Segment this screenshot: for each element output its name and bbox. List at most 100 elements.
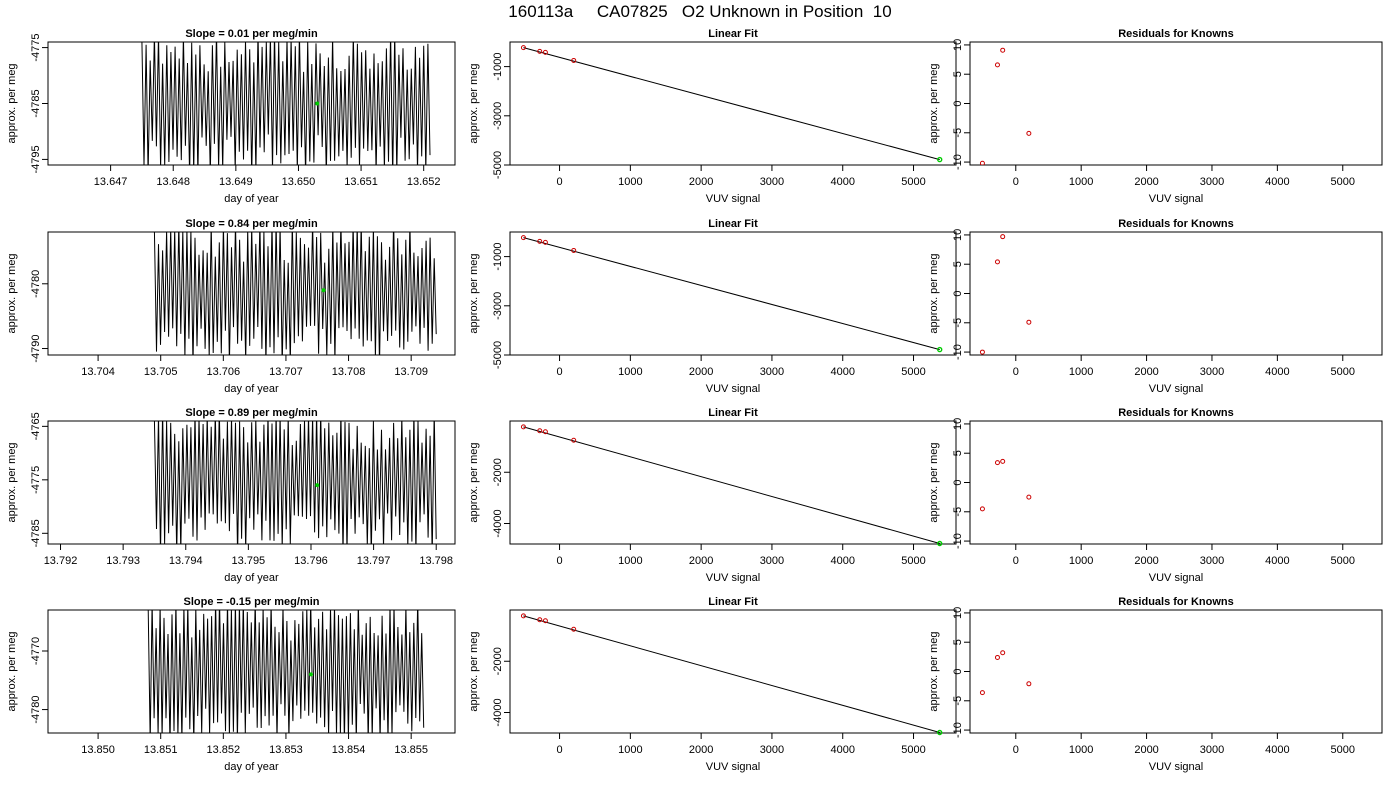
y-tick-label: -4785 xyxy=(30,89,42,117)
y-tick-label: -2000 xyxy=(492,647,504,675)
known-point xyxy=(542,429,548,435)
x-tick-label: 13.852 xyxy=(206,744,240,756)
y-tick-label: -4770 xyxy=(30,637,42,665)
y-tick-label: -4780 xyxy=(30,270,42,298)
x-tick-label: 1000 xyxy=(1069,744,1093,756)
x-tick-label: 13.854 xyxy=(332,744,366,756)
panel-1-1: Slope = 0.01 per meg/min 13.647 13.648 13.6… xyxy=(6,28,456,205)
y-tick-label: 10 xyxy=(952,229,964,241)
panel-2-2: Linear Fit 0 1000 2000 3000 4000 5000 -1000 -300… xyxy=(468,218,957,395)
y-axis-label: approx. per meg xyxy=(928,63,940,143)
panel-title: Slope = 0.84 per meg/min xyxy=(185,218,318,230)
x-axis-label: day of year xyxy=(224,193,279,205)
y-tick-label: -10 xyxy=(952,722,964,738)
panel-title: Residuals for Knowns xyxy=(1118,218,1234,230)
x-tick-label: 4000 xyxy=(1265,555,1289,567)
x-tick-label: 13.709 xyxy=(394,366,428,378)
panel-3-2: Linear Fit 0 1000 2000 3000 4000 5000 -2000 -400… xyxy=(468,407,957,584)
x-tick-label: 4000 xyxy=(830,366,854,378)
x-tick-label: 13.798 xyxy=(419,555,453,567)
y-tick-label: -5000 xyxy=(492,151,504,179)
panel-4-1: Slope = -0.15 per meg/min 13.850 13.851 13.… xyxy=(6,596,456,773)
x-axis-label: VUV signal xyxy=(706,383,760,395)
plot-frame xyxy=(509,231,957,356)
known-point xyxy=(537,238,543,244)
plot-frame xyxy=(509,41,957,166)
y-tick-label: -4785 xyxy=(30,519,42,547)
y-axis-label: approx. per meg xyxy=(468,253,480,333)
y-axis-label: approx. per meg xyxy=(928,631,940,711)
panel-2-1: Slope = 0.84 per meg/min 13.704 13.705 13.7… xyxy=(6,218,456,395)
known-point xyxy=(1026,681,1032,687)
plot-frame xyxy=(969,609,1383,734)
known-point xyxy=(542,618,548,624)
x-tick-label: 4000 xyxy=(1265,176,1289,188)
y-tick-label: -5 xyxy=(952,128,964,138)
plot-frame xyxy=(47,420,456,545)
y-tick-label: 0 xyxy=(952,668,964,674)
x-tick-label: 13.792 xyxy=(44,555,78,567)
mean-point xyxy=(315,483,320,488)
x-tick-label: 1000 xyxy=(1069,555,1093,567)
y-tick-label: -4000 xyxy=(492,698,504,726)
x-tick-label: 3000 xyxy=(760,366,784,378)
known-point xyxy=(537,48,543,54)
x-tick-label: 13.853 xyxy=(269,744,303,756)
x-tick-label: 2000 xyxy=(689,555,713,567)
x-tick-label: 13.850 xyxy=(81,744,115,756)
y-axis-label: approx. per meg xyxy=(468,442,480,522)
data-series-line xyxy=(153,421,437,544)
known-point xyxy=(979,690,985,696)
x-tick-label: 13.649 xyxy=(219,176,253,188)
known-point xyxy=(520,235,526,241)
known-point xyxy=(979,506,985,512)
y-tick-label: 5 xyxy=(952,639,964,645)
x-tick-label: 2000 xyxy=(689,176,713,188)
known-point xyxy=(1026,130,1032,136)
x-tick-label: 0 xyxy=(1013,366,1019,378)
x-axis-label: VUV signal xyxy=(706,761,760,773)
x-tick-label: 1000 xyxy=(618,366,642,378)
y-tick-label: -4000 xyxy=(492,509,504,537)
data-series-line xyxy=(153,232,437,355)
y-tick-label: 5 xyxy=(952,261,964,267)
mean-point xyxy=(321,288,326,293)
y-tick-label: 5 xyxy=(952,450,964,456)
x-tick-label: 5000 xyxy=(901,744,925,756)
panel-4-2: Linear Fit 0 1000 2000 3000 4000 5000 -2000 -400… xyxy=(468,596,957,773)
x-tick-label: 4000 xyxy=(1265,366,1289,378)
fit-line xyxy=(523,237,940,351)
known-point xyxy=(520,45,526,51)
known-point xyxy=(994,654,1000,660)
unknown-point xyxy=(937,540,943,547)
y-axis-label: approx. per meg xyxy=(468,63,480,143)
x-tick-label: 13.794 xyxy=(169,555,203,567)
y-tick-label: -4790 xyxy=(30,334,42,362)
y-tick-label: -5000 xyxy=(492,341,504,369)
x-tick-label: 1000 xyxy=(618,555,642,567)
fit-line xyxy=(523,47,940,161)
x-tick-label: 2000 xyxy=(1134,366,1158,378)
data-series-line xyxy=(141,42,431,165)
x-tick-label: 5000 xyxy=(1331,744,1355,756)
panel-title: Linear Fit xyxy=(708,407,758,419)
known-point xyxy=(571,437,577,443)
x-tick-label: 0 xyxy=(556,176,562,188)
x-tick-label: 13.795 xyxy=(232,555,266,567)
unknown-point xyxy=(937,729,943,736)
known-point xyxy=(520,424,526,430)
x-tick-label: 3000 xyxy=(1200,744,1224,756)
y-axis-label: approx. per meg xyxy=(468,631,480,711)
x-axis-label: VUV signal xyxy=(706,193,760,205)
y-tick-label: -4765 xyxy=(30,412,42,440)
y-tick-label: 10 xyxy=(952,39,964,51)
x-tick-label: 13.855 xyxy=(394,744,428,756)
x-tick-label: 3000 xyxy=(760,555,784,567)
y-axis-label: approx. per meg xyxy=(928,253,940,333)
x-tick-label: 4000 xyxy=(830,176,854,188)
x-tick-label: 13.705 xyxy=(144,366,178,378)
y-tick-label: -1000 xyxy=(492,53,504,81)
y-axis-label: approx. per meg xyxy=(928,442,940,522)
plot-frame xyxy=(47,609,456,734)
